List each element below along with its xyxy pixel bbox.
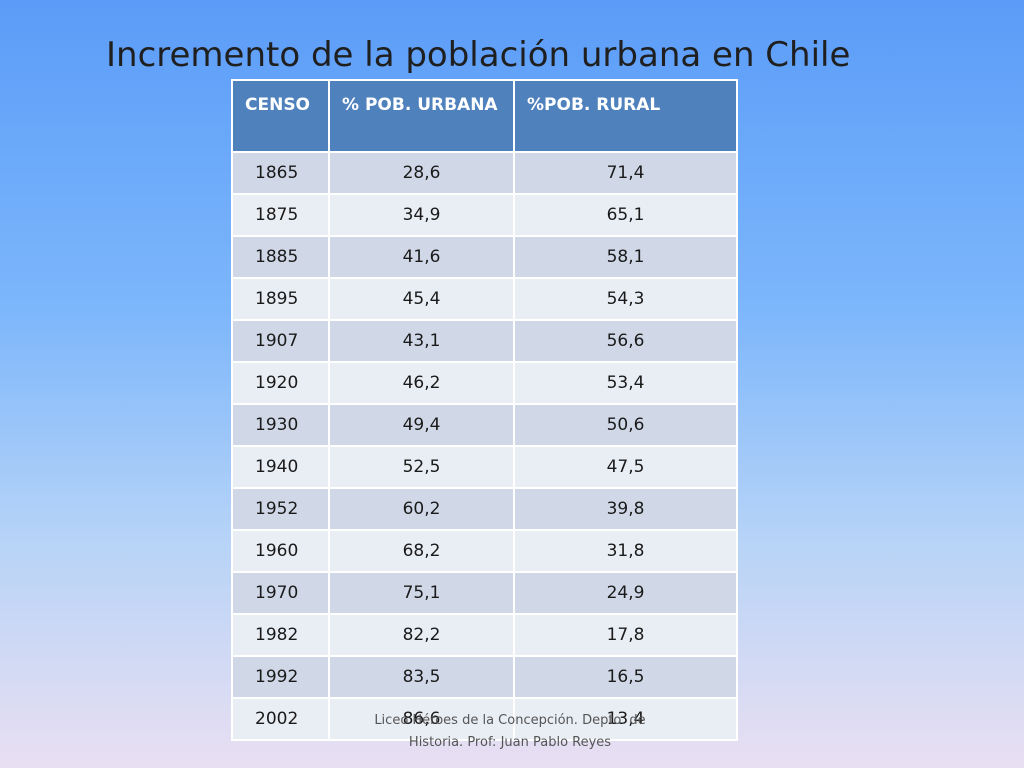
table-row: 1885 41,6 58,1	[231, 235, 738, 279]
table-row: 1920 46,2 53,4	[231, 361, 738, 405]
cell-censo: 1920	[231, 361, 330, 405]
footer-line-2: Historia. Prof: Juan Pablo Reyes	[408, 735, 612, 750]
cell-pob-rural: 24,9	[513, 571, 738, 615]
table-body: 1865 28,6 71,4 1875 34,9 65,1 1885 41,6 58,1 1895…	[231, 151, 738, 741]
cell-censo: 2002	[231, 697, 330, 741]
footer-line-1: Liceo Héroes de la Concepción. Depto. de	[374, 713, 646, 728]
cell-pob-urbana: 34,9	[328, 193, 515, 237]
table-row: 1970 75,1 24,9	[231, 571, 738, 615]
cell-pob-rural: 31,8	[513, 529, 738, 573]
cell-censo: 1865	[231, 151, 330, 195]
cell-censo: 1895	[231, 277, 330, 321]
table-row: 1865 28,6 71,4	[231, 151, 738, 195]
table-row: 1960 68,2 31,8	[231, 529, 738, 573]
cell-pob-rural: 13,4	[513, 697, 738, 741]
cell-censo: 1952	[231, 487, 330, 531]
cell-censo: 1907	[231, 319, 330, 363]
cell-pob-urbana: 60,2	[328, 487, 515, 531]
cell-censo: 1885	[231, 235, 330, 279]
table-row: 1982 82,2 17,8	[231, 613, 738, 657]
cell-pob-urbana: 43,1	[328, 319, 515, 363]
cell-pob-urbana: 41,6	[328, 235, 515, 279]
cell-pob-rural: 39,8	[513, 487, 738, 531]
cell-pob-rural: 56,6	[513, 319, 738, 363]
header-censo: CENSO	[231, 79, 330, 153]
table-row: 1895 45,4 54,3	[231, 277, 738, 321]
header-pob-rural: %POB. RURAL	[513, 79, 738, 153]
cell-pob-rural: 53,4	[513, 361, 738, 405]
cell-pob-urbana: 49,4	[328, 403, 515, 447]
cell-censo: 1930	[231, 403, 330, 447]
table-header-row: CENSO % POB. URBANA %POB. RURAL	[231, 79, 738, 153]
cell-pob-urbana: 83,5	[328, 655, 515, 699]
cell-pob-urbana: 46,2	[328, 361, 515, 405]
header-pob-urbana: % POB. URBANA	[328, 79, 515, 153]
cell-pob-rural: 17,8	[513, 613, 738, 657]
table-row: 1907 43,1 56,6	[231, 319, 738, 363]
cell-pob-urbana: 75,1	[328, 571, 515, 615]
cell-pob-rural: 50,6	[513, 403, 738, 447]
table-row: 1940 52,5 47,5	[231, 445, 738, 489]
slide-title: Incremento de la población urbana en Chi…	[106, 35, 851, 75]
cell-pob-rural: 47,5	[513, 445, 738, 489]
cell-censo: 1940	[231, 445, 330, 489]
footer-credit: Liceo Héroes de la Concepción. Depto. de…	[350, 710, 670, 754]
cell-pob-urbana: 86,6	[328, 697, 515, 741]
cell-pob-rural: 16,5	[513, 655, 738, 699]
cell-censo: 1982	[231, 613, 330, 657]
table-row: 1930 49,4 50,6	[231, 403, 738, 447]
cell-censo: 1992	[231, 655, 330, 699]
census-table: CENSO % POB. URBANA %POB. RURAL 1865 28,6…	[231, 79, 738, 741]
table-row: 2002 86,6 13,4	[231, 697, 738, 741]
table-row: 1875 34,9 65,1	[231, 193, 738, 237]
cell-pob-rural: 71,4	[513, 151, 738, 195]
cell-pob-urbana: 68,2	[328, 529, 515, 573]
cell-censo: 1960	[231, 529, 330, 573]
table-row: 1992 83,5 16,5	[231, 655, 738, 699]
cell-pob-urbana: 52,5	[328, 445, 515, 489]
cell-pob-urbana: 28,6	[328, 151, 515, 195]
cell-pob-rural: 58,1	[513, 235, 738, 279]
table-row: 1952 60,2 39,8	[231, 487, 738, 531]
cell-pob-urbana: 45,4	[328, 277, 515, 321]
cell-censo: 1875	[231, 193, 330, 237]
cell-censo: 1970	[231, 571, 330, 615]
cell-pob-urbana: 82,2	[328, 613, 515, 657]
cell-pob-rural: 65,1	[513, 193, 738, 237]
cell-pob-rural: 54,3	[513, 277, 738, 321]
